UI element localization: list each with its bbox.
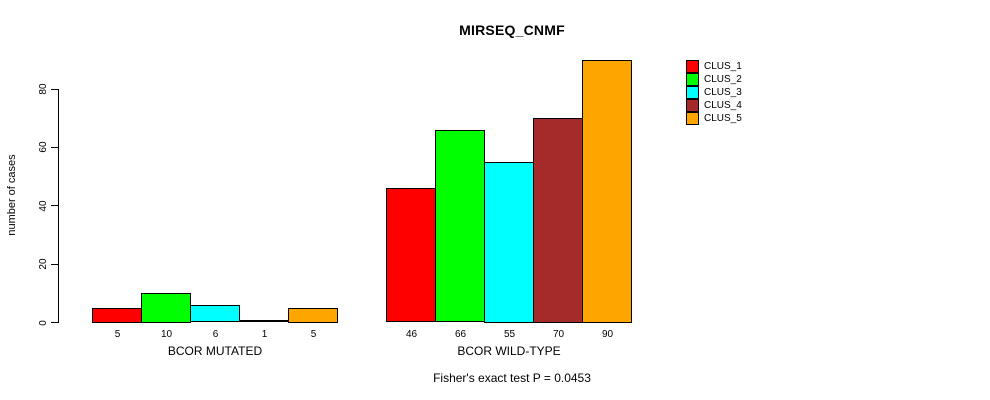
bar-value-label: 5 xyxy=(310,329,317,340)
y-axis-label: number of cases xyxy=(6,154,18,236)
chart-title: MIRSEQ_CNMF xyxy=(459,22,565,38)
bar-value-label: 46 xyxy=(405,329,418,340)
y-tick-label: 60 xyxy=(38,141,49,153)
bar-value-label: 90 xyxy=(601,329,614,340)
legend-item: CLUS_3 xyxy=(686,86,742,99)
legend-item-label: CLUS_2 xyxy=(704,74,742,85)
bar-clus_2 xyxy=(141,293,191,323)
chart-subtitle: Fisher's exact test P = 0.0453 xyxy=(433,371,591,385)
legend-swatch-icon xyxy=(686,73,699,86)
bar-clus_1 xyxy=(386,188,436,323)
bar-clus_5 xyxy=(582,59,632,323)
legend-swatch-icon xyxy=(686,60,699,73)
bar-clus_3 xyxy=(484,161,534,323)
bar-value-label: 55 xyxy=(503,329,516,340)
y-tick-label: 80 xyxy=(38,83,49,95)
legend: CLUS_1 CLUS_2 CLUS_3 CLUS_4 CLUS_5 xyxy=(686,60,742,125)
bar-clus_4 xyxy=(533,118,583,323)
legend-item: CLUS_4 xyxy=(686,99,742,112)
bar-value-label: 70 xyxy=(552,329,565,340)
group-label: BCOR WILD-TYPE xyxy=(457,344,561,358)
y-tick-mark xyxy=(51,263,58,265)
bar-value-label: 10 xyxy=(160,329,173,340)
y-tick-mark xyxy=(51,146,58,148)
bar-clus_3 xyxy=(190,304,240,323)
bar-value-label: 6 xyxy=(212,329,219,340)
bar-value-label: 5 xyxy=(114,329,121,340)
legend-swatch-icon xyxy=(686,86,699,99)
group-label: BCOR MUTATED xyxy=(167,344,263,358)
bar-value-label: 66 xyxy=(454,329,467,340)
bar-clus_2 xyxy=(435,129,485,323)
bar-clus_1 xyxy=(92,307,142,323)
y-tick-label: 0 xyxy=(38,319,49,326)
legend-item-label: CLUS_5 xyxy=(704,113,742,124)
bar-clus_5 xyxy=(288,307,338,323)
y-tick-mark xyxy=(51,88,58,90)
y-tick-label: 40 xyxy=(38,200,49,212)
legend-item: CLUS_2 xyxy=(686,73,742,86)
legend-swatch-icon xyxy=(686,112,699,125)
y-tick-label: 20 xyxy=(38,258,49,270)
bar-clus_4 xyxy=(239,319,289,323)
bar-value-label: 1 xyxy=(261,329,268,340)
legend-item-label: CLUS_3 xyxy=(704,87,742,98)
legend-swatch-icon xyxy=(686,99,699,112)
y-tick-mark xyxy=(51,322,58,323)
y-tick-mark xyxy=(51,205,58,207)
legend-item: CLUS_1 xyxy=(686,60,742,73)
legend-item-label: CLUS_1 xyxy=(704,61,742,72)
y-axis-line xyxy=(58,89,59,323)
legend-item: CLUS_5 xyxy=(686,112,742,125)
legend-item-label: CLUS_4 xyxy=(704,100,742,111)
